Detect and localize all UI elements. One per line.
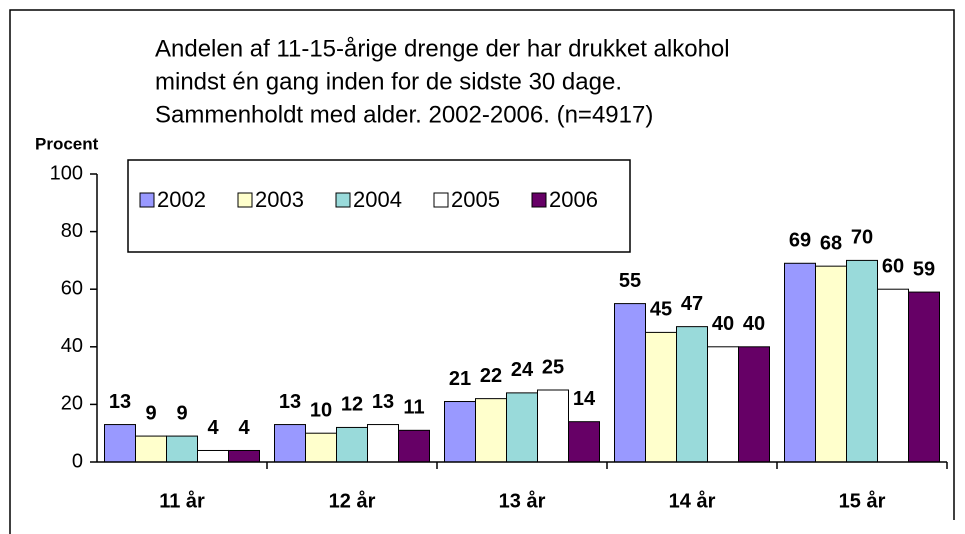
legend-label: 2002 — [157, 187, 206, 212]
legend-swatch — [531, 192, 547, 208]
x-tick-label: 13 år — [499, 489, 546, 512]
data-label: 60 — [882, 255, 904, 277]
bar — [815, 265, 847, 463]
x-tick-label: 12 år — [329, 489, 376, 512]
chart-title: Andelen af 11-15-årige drenge der har dr… — [155, 35, 730, 62]
y-tick-label: 60 — [61, 277, 83, 299]
bar — [398, 429, 430, 463]
y-tick-label: 100 — [50, 162, 83, 184]
y-tick-label: 40 — [61, 335, 83, 357]
bar — [135, 435, 167, 463]
data-label: 13 — [372, 391, 394, 413]
bar — [336, 426, 368, 463]
data-label: 4 — [238, 417, 250, 439]
data-label: 10 — [310, 399, 332, 421]
bar — [506, 392, 538, 463]
bar — [537, 389, 569, 463]
legend-swatch — [433, 192, 449, 208]
bar — [707, 346, 739, 463]
data-label: 25 — [542, 356, 564, 378]
bar — [877, 288, 909, 463]
data-label: 14 — [573, 388, 596, 410]
data-label: 55 — [619, 270, 641, 292]
bar — [228, 449, 260, 463]
data-label: 69 — [789, 230, 811, 252]
data-label: 11 — [403, 397, 424, 419]
data-label: 9 — [176, 402, 187, 424]
data-label: 45 — [650, 299, 672, 321]
data-label: 22 — [480, 365, 502, 387]
bar — [166, 435, 198, 463]
y-tick-label: 20 — [61, 393, 83, 415]
bar — [274, 424, 306, 463]
bar — [367, 424, 399, 463]
y-tick-label: 80 — [61, 220, 83, 242]
data-label: 12 — [341, 394, 363, 416]
data-label: 59 — [913, 258, 935, 280]
x-tick-label: 14 år — [669, 489, 716, 512]
bar — [908, 291, 940, 463]
x-tick-label: 11 år — [159, 489, 205, 512]
legend-swatch — [237, 192, 253, 208]
bar — [676, 326, 708, 463]
legend-label: 2004 — [353, 187, 402, 212]
bar — [614, 303, 646, 463]
data-label: 40 — [712, 313, 734, 335]
bar — [784, 262, 816, 463]
legend-swatch — [335, 192, 351, 208]
y-axis-label: Procent — [35, 134, 99, 153]
legend-label: 2005 — [451, 187, 500, 212]
data-label: 47 — [681, 293, 703, 315]
data-label: 9 — [145, 402, 156, 424]
y-tick-label: 0 — [72, 450, 83, 472]
bar — [645, 331, 677, 463]
bar — [738, 346, 770, 463]
bar — [475, 398, 507, 463]
bar — [104, 424, 136, 463]
data-label: 4 — [207, 417, 219, 439]
data-label: 24 — [511, 359, 534, 381]
legend-label: 2003 — [255, 187, 304, 212]
data-label: 70 — [851, 227, 873, 249]
bar — [197, 449, 229, 463]
chart-title: mindst én gang inden for de sidste 30 da… — [155, 68, 622, 95]
frame — [9, 9, 955, 534]
bar — [846, 259, 878, 463]
x-tick-label: 15 år — [839, 489, 886, 512]
bar — [568, 421, 600, 463]
data-label: 13 — [279, 391, 301, 413]
bar — [305, 432, 337, 463]
data-label: 68 — [820, 232, 842, 254]
data-label: 21 — [449, 368, 471, 390]
legend-swatch — [139, 192, 155, 208]
data-label: 13 — [109, 391, 131, 413]
legend-label: 2006 — [549, 187, 598, 212]
bar — [444, 401, 476, 463]
data-label: 40 — [743, 313, 765, 335]
chart-title: Sammenholdt med alder. 2002-2006. (n=491… — [155, 101, 653, 128]
